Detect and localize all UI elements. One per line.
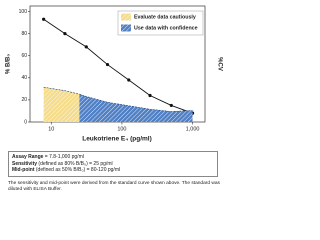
spec-line: Assay Range = 7.8-1,000 pg/ml [12,154,214,161]
y-tick-label: 60 [21,53,27,59]
y-tick-label: 100 [19,9,28,15]
legend: Evaluate data cautiously Use data with co… [117,10,204,36]
cv-area [79,94,193,122]
chart: Leukotriene E₄ (pg/ml) % B/B₀ %CV 0 20 40 6… [6,5,222,143]
legend-swatch [121,13,131,21]
spec-line: Mid-point (defined as 50% B/B₀) = 80-120… [12,167,214,174]
spec-line: Sensitivity (defined as 80% B/B₀) = 25 p… [12,161,214,168]
legend-label: Evaluate data cautiously [134,14,196,20]
y2-axis-label: %CV [216,57,222,71]
x-tick-label: 10 [48,126,54,132]
legend-swatch [121,24,131,32]
legend-label: Use data with confidence [134,25,198,31]
data-point [169,103,173,108]
x-tick-label: 1,000 [186,126,200,132]
y-tick-label: 40 [21,75,27,81]
cv-line [79,93,193,112]
spec-text: (defined as 50% B/B₀) = 80-120 pg/ml [34,167,121,173]
y-tick-label: 0 [24,119,27,125]
legend-box [117,10,204,36]
page: {"chart_data":{"type":"standard-curve", … [5,5,223,192]
curve [43,18,193,114]
spec-label: Assay Range [12,154,44,160]
y-axis-label: % B/B₀ [6,54,12,74]
data-point [127,78,131,82]
cv-line [43,86,80,95]
spec-label: Sensitivity [12,160,38,167]
data-point [105,62,110,67]
specs-box: Assay Range = 7.8-1,000 pg/ml Sensitivity… [8,151,218,177]
x-tick-label: 100 [117,126,126,132]
x-axis-label: Leukotriene E₄ (pg/ml) [82,136,152,143]
data-point [84,45,88,49]
y-tick-label: 20 [21,97,27,103]
data-point [63,32,67,36]
data-point [42,17,46,21]
spec-label: Mid-point [12,167,35,173]
spec-text: (defined as 80% B/B₀) = 25 pg/ml [37,160,113,167]
note: The sensitivity and mid-point were deriv… [8,181,220,192]
y-tick-label: 80 [21,31,27,37]
cv-area [43,87,80,122]
spec-text: = 7.8-1,000 pg/ml [43,154,84,160]
data-point [148,93,152,98]
